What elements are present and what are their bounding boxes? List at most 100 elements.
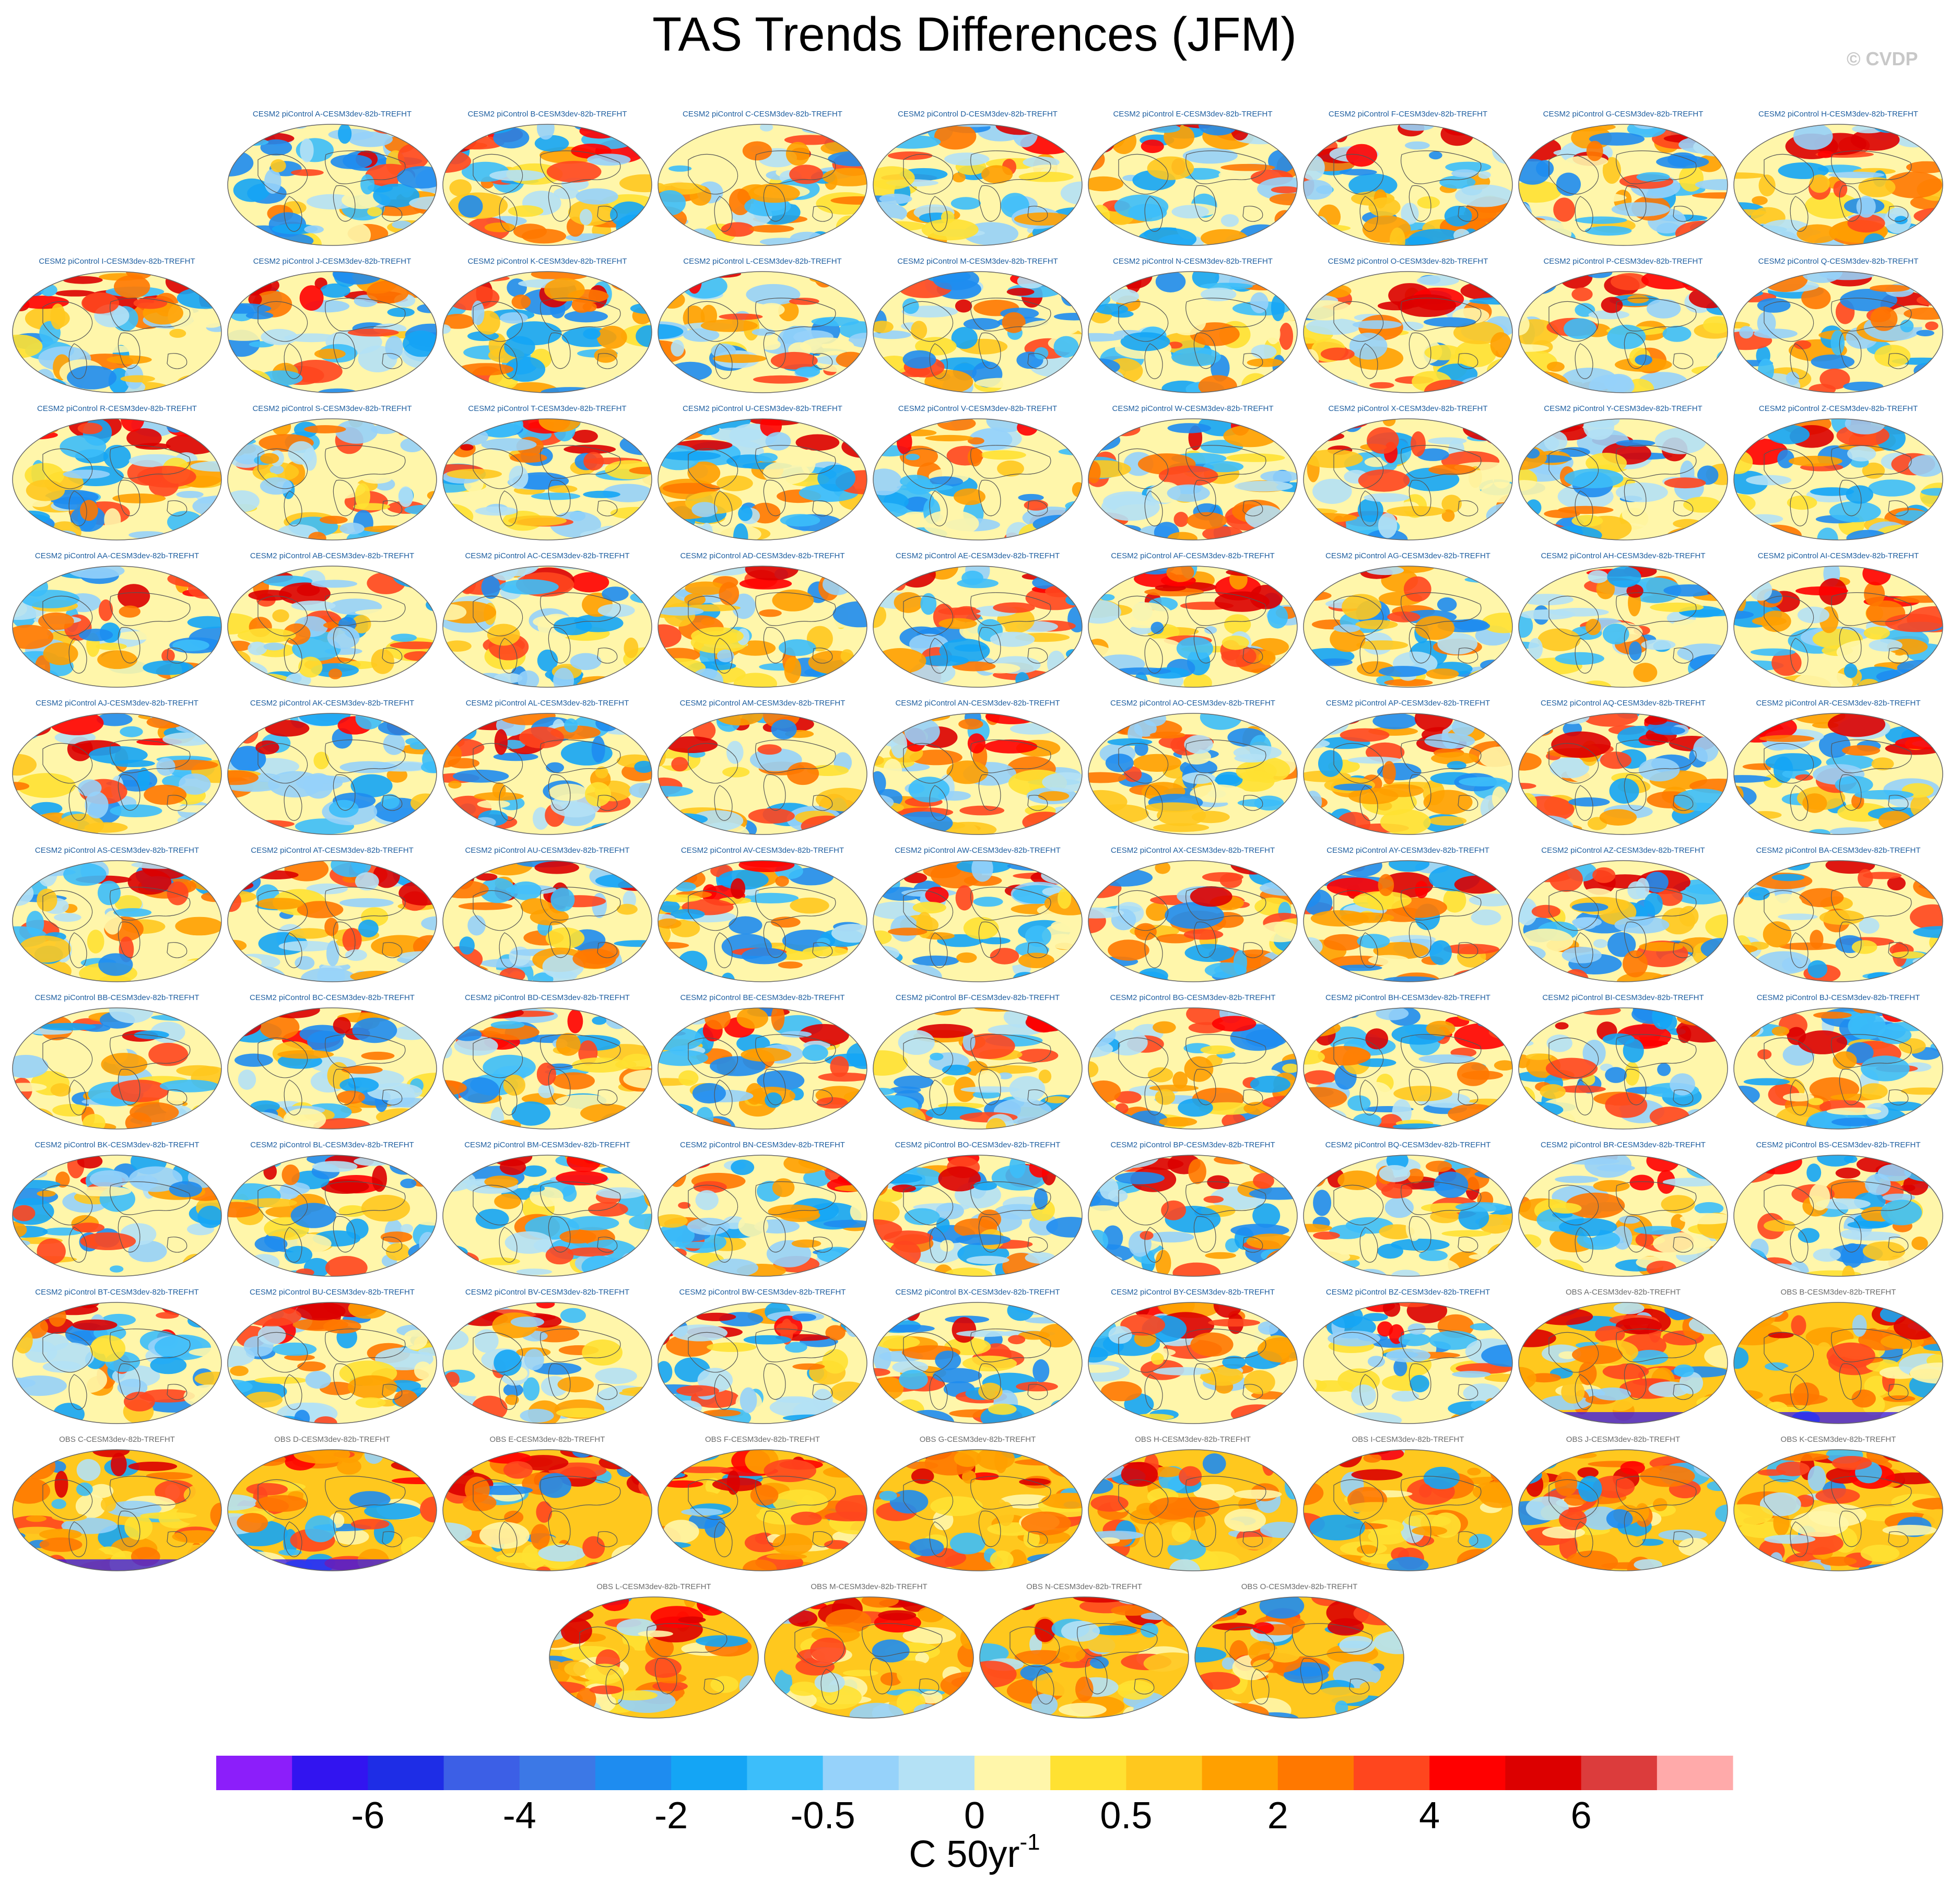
coastline (1888, 500, 1909, 516)
trend-contour-patch (683, 328, 720, 342)
trend-contour-patch (449, 179, 472, 197)
coastline (1839, 1068, 1862, 1106)
trend-contour-patch (1111, 127, 1137, 155)
trend-contour-patch (1565, 156, 1608, 168)
coastline (763, 774, 786, 811)
map-panel: CESM2 piControl X-CESM3dev-82b-TREFHT (1300, 403, 1516, 549)
coastline (1764, 743, 1814, 784)
trend-contour-patch (1204, 626, 1217, 634)
trend-contour-patch (1454, 340, 1496, 368)
map-border (442, 860, 652, 982)
coastline (499, 785, 518, 821)
coastline (755, 1181, 836, 1215)
trend-contour-patch (595, 874, 652, 888)
trend-contour-patch (1192, 272, 1219, 288)
trend-contour-patch (826, 826, 867, 835)
trend-contour-patch (1304, 272, 1326, 276)
coastline (1185, 150, 1266, 184)
map-panel: CESM2 piControl AU-CESM3dev-82b-TREFHT (440, 845, 655, 991)
trend-contour-patch (668, 165, 692, 172)
trend-contour-patch (1767, 425, 1810, 444)
trend-contour-patch (487, 624, 520, 646)
trend-contour-patch (1735, 434, 1765, 441)
trend-contour-patch (686, 1273, 727, 1276)
trend-contour-patch (1519, 713, 1545, 728)
coastline (755, 1034, 836, 1068)
trend-contour-patch (1247, 358, 1283, 367)
map-panel: CESM2 piControl P-CESM3dev-82b-TREFHT (1516, 256, 1731, 402)
coastline (42, 743, 93, 784)
trend-contour-patch (1304, 1265, 1345, 1276)
trend-contour-patch (662, 520, 690, 536)
coastline (325, 887, 406, 921)
trend-contour-patch (1717, 669, 1728, 678)
trend-contour-patch (1128, 204, 1167, 222)
coastline (1764, 301, 1814, 342)
trend-contour-patch (1881, 1200, 1922, 1226)
coastline (1624, 479, 1647, 516)
trend-contour-patch (1520, 594, 1574, 606)
map-panel-label: CESM2 piControl AO-CESM3dev-82b-TREFHT (1110, 699, 1275, 708)
trend-contour-patch (946, 760, 989, 784)
trend-contour-patch (80, 1232, 136, 1250)
trend-contour-patch (1524, 823, 1582, 834)
coastline (1401, 739, 1482, 773)
trend-contour-patch (1275, 128, 1297, 143)
trend-contour-patch (353, 503, 390, 511)
trend-contour-patch (1379, 1165, 1411, 1182)
trend-contour-patch (1817, 1155, 1854, 1167)
trend-contour-patch (1201, 229, 1248, 245)
trend-contour-patch (1609, 778, 1639, 804)
trend-contour-patch (1626, 584, 1643, 598)
trend-contour-patch (818, 1072, 867, 1082)
trend-contour-patch (1860, 1083, 1888, 1100)
trend-contour-patch (757, 744, 782, 755)
trend-contour-patch (912, 901, 946, 914)
trend-contour-patch (770, 916, 801, 928)
trend-contour-patch (1224, 614, 1251, 634)
map-border (658, 1155, 867, 1277)
trend-contour-patch (1703, 316, 1728, 334)
map-border (1303, 1155, 1513, 1277)
trend-contour-patch (1440, 124, 1474, 146)
trend-contour-patch (98, 599, 113, 621)
trend-contour-patch (873, 713, 911, 724)
trend-contour-patch (1090, 386, 1116, 393)
map-panel-label: CESM2 piControl Y-CESM3dev-82b-TREFHT (1544, 404, 1703, 413)
trend-contour-patch (1155, 861, 1170, 874)
map-panel-label: CESM2 piControl E-CESM3dev-82b-TREFHT (1113, 110, 1273, 119)
trend-contour-patch (958, 719, 983, 730)
trend-contour-patch (1782, 957, 1802, 972)
coastline (1790, 343, 1809, 379)
trend-contour-patch (668, 970, 714, 981)
trend-contour-patch (1251, 344, 1277, 359)
trend-contour-patch (1607, 932, 1636, 957)
trend-contour-patch (148, 1042, 189, 1066)
trend-contour-patch (177, 374, 213, 391)
trend-contour-patch (1918, 227, 1943, 244)
trend-contour-patch (1493, 680, 1512, 687)
trend-contour-patch (1670, 1073, 1695, 1096)
trend-contour-patch (1031, 531, 1066, 540)
trend-contour-patch (1172, 1071, 1188, 1089)
trend-contour-patch (576, 188, 618, 205)
map-panel: CESM2 piControl I-CESM3dev-82b-TREFHT (9, 256, 225, 402)
trend-contour-patch (143, 660, 194, 675)
trend-contour-patch (1110, 289, 1139, 304)
trend-contour-patch (596, 325, 627, 349)
coastline (1193, 185, 1216, 222)
map-panel: CESM2 piControl AW-CESM3dev-82b-TREFHT (870, 845, 1085, 991)
trend-contour-patch (1190, 886, 1232, 907)
trend-contour-patch (1282, 1008, 1297, 1020)
trend-contour-patch (1223, 425, 1277, 448)
trend-contour-patch (1184, 944, 1235, 962)
map-panel-label: CESM2 piControl H-CESM3dev-82b-TREFHT (1758, 110, 1918, 119)
trend-contour-patch (955, 299, 972, 313)
trend-contour-patch (775, 876, 789, 887)
trend-contour-patch (1477, 1020, 1506, 1028)
trend-contour-patch (625, 138, 652, 147)
trend-contour-patch (1025, 1252, 1056, 1264)
trend-contour-patch (1854, 790, 1914, 800)
trend-contour-patch (1447, 861, 1470, 866)
coastline (167, 1089, 187, 1106)
